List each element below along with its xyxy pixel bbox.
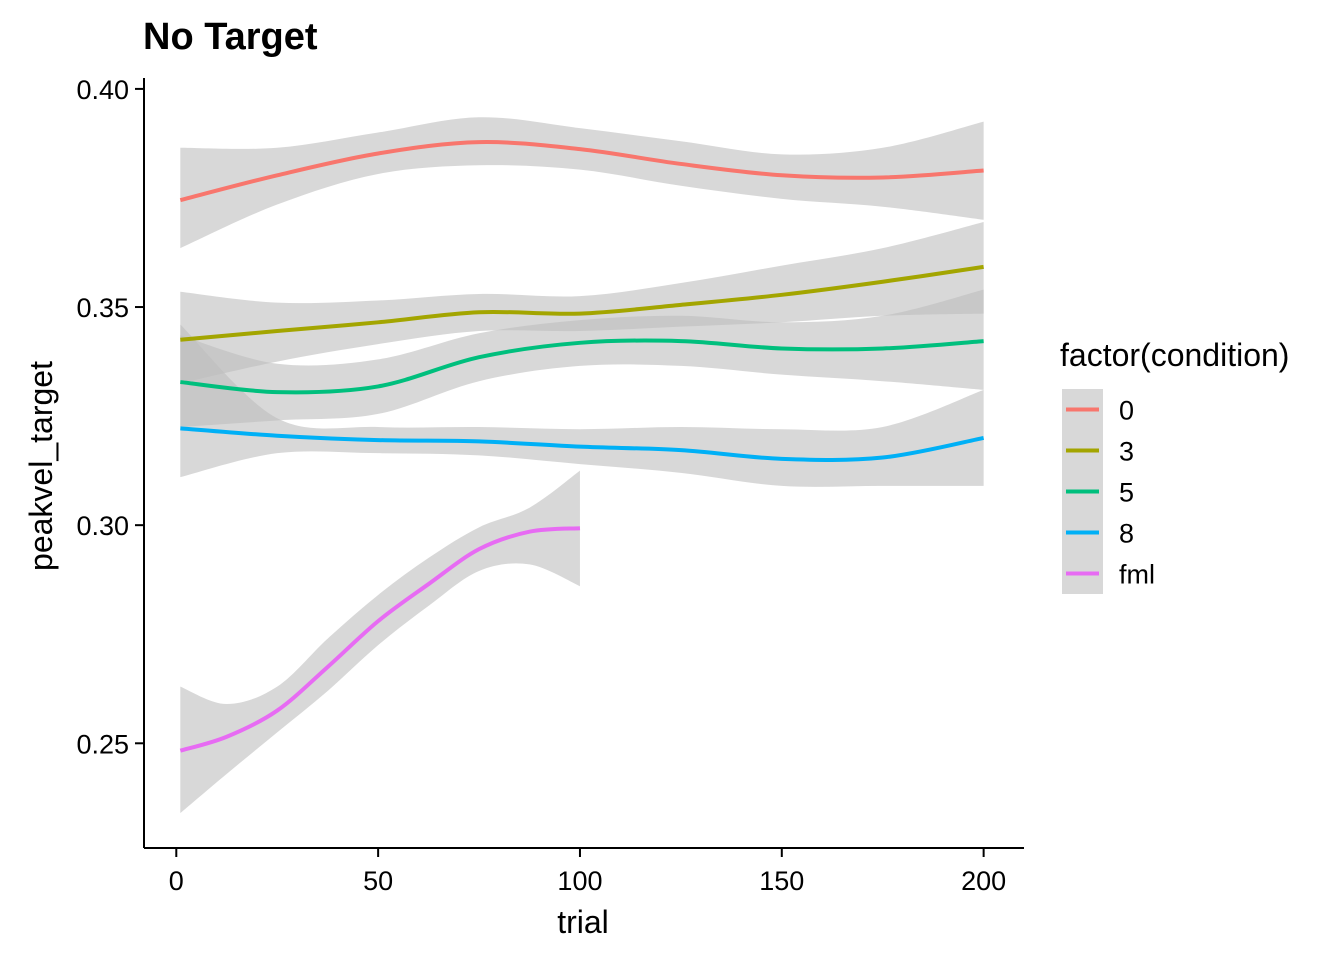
x-tick-label: 50	[363, 866, 393, 896]
x-axis-title: trial	[557, 904, 609, 940]
axes: 0 50 100 150 200 0.25 0.30 0.35 0.40	[76, 75, 1024, 896]
legend-title: factor(condition)	[1060, 337, 1289, 373]
y-tick-label: 0.40	[76, 75, 129, 105]
confidence-band-3	[180, 221, 984, 384]
y-tick-label: 0.35	[76, 293, 129, 323]
y-axis-title: peakvel_target	[23, 361, 59, 571]
series-line-8	[180, 426, 985, 462]
y-axis-ticks: 0.25 0.30 0.35 0.40	[76, 75, 144, 759]
x-tick-label: 200	[961, 866, 1006, 896]
legend-label-0: 0	[1119, 396, 1134, 426]
legend-label-8: 8	[1119, 519, 1134, 549]
legend: factor(condition) 0 3 5 8 fml	[1060, 337, 1289, 594]
confidence-band-8	[180, 324, 984, 487]
legend-label-3: 3	[1119, 437, 1134, 467]
series-line-3	[180, 264, 984, 342]
chart-title: No Target	[143, 16, 318, 58]
legend-label-5: 5	[1119, 478, 1134, 508]
series-line-0	[179, 140, 984, 203]
series-line-5	[180, 338, 984, 395]
x-axis-ticks: 0 50 100 150 200	[169, 848, 1006, 896]
x-tick-label: 0	[169, 866, 184, 896]
legend-items: 0 3 5 8 fml	[1062, 389, 1155, 594]
y-tick-label: 0.25	[76, 729, 129, 759]
confidence-band-fml	[180, 470, 580, 814]
x-tick-label: 150	[759, 866, 804, 896]
confidence-bands	[180, 117, 984, 814]
legend-label-fml: fml	[1119, 560, 1155, 590]
confidence-band-5	[180, 289, 984, 428]
confidence-band-0	[180, 117, 984, 249]
y-tick-label: 0.30	[76, 511, 129, 541]
series-line-fml	[179, 526, 581, 753]
series-lines	[179, 140, 985, 753]
x-tick-label: 100	[557, 866, 602, 896]
plot-panel	[179, 117, 985, 814]
